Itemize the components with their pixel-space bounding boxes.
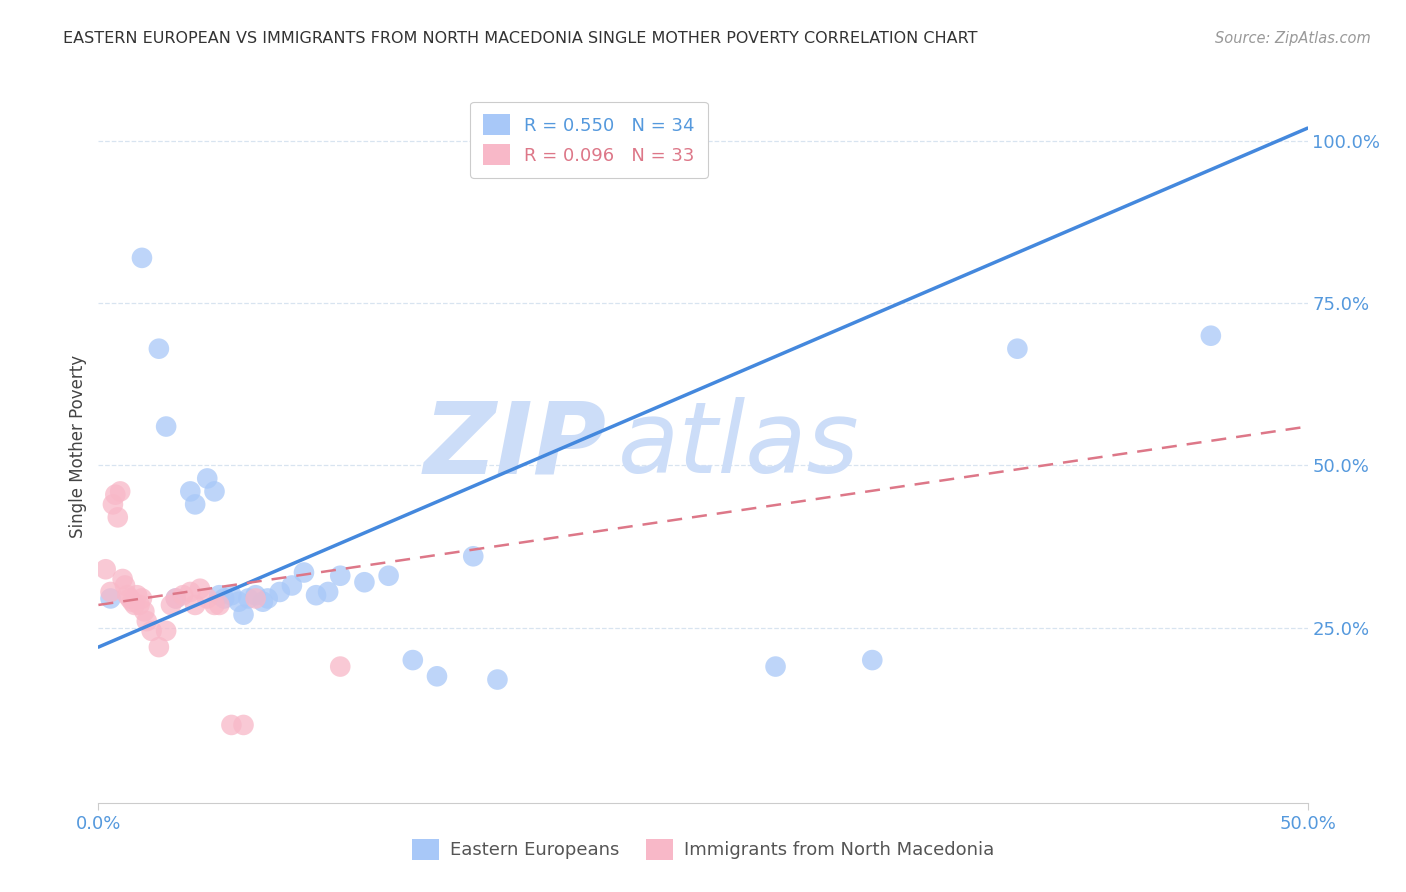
Point: [124, 598, 146, 612]
Point: [1199, 328, 1222, 343]
Point: [329, 659, 352, 673]
Point: [252, 595, 274, 609]
Point: [256, 591, 278, 606]
Point: [195, 471, 218, 485]
Point: [1007, 342, 1029, 356]
Text: Source: ZipAtlas.com: Source: ZipAtlas.com: [1215, 31, 1371, 46]
Point: [195, 591, 218, 606]
Point: [100, 591, 122, 606]
Point: [212, 591, 235, 606]
Point: [305, 588, 328, 602]
Text: atlas: atlas: [619, 398, 860, 494]
Point: [111, 572, 134, 586]
Point: [135, 614, 157, 628]
Point: [184, 598, 207, 612]
Point: [107, 510, 129, 524]
Point: [281, 578, 304, 592]
Point: [121, 595, 143, 609]
Point: [238, 591, 260, 606]
Point: [108, 484, 131, 499]
Point: [104, 488, 127, 502]
Point: [316, 585, 339, 599]
Legend: Eastern Europeans, Immigrants from North Macedonia: Eastern Europeans, Immigrants from North…: [405, 831, 1001, 867]
Point: [329, 568, 352, 582]
Point: [134, 604, 156, 618]
Point: [204, 484, 226, 499]
Point: [172, 588, 194, 602]
Point: [232, 607, 254, 622]
Point: [131, 591, 153, 606]
Point: [426, 669, 449, 683]
Point: [117, 588, 139, 602]
Point: [208, 598, 231, 612]
Point: [179, 585, 201, 599]
Point: [165, 591, 187, 606]
Point: [100, 585, 122, 599]
Point: [208, 588, 231, 602]
Point: [463, 549, 485, 564]
Point: [155, 624, 177, 638]
Point: [269, 585, 291, 599]
Point: [131, 251, 153, 265]
Point: [148, 342, 170, 356]
Point: [184, 497, 207, 511]
Point: [128, 598, 150, 612]
Point: [221, 718, 243, 732]
Text: EASTERN EUROPEAN VS IMMIGRANTS FROM NORTH MACEDONIA SINGLE MOTHER POVERTY CORREL: EASTERN EUROPEAN VS IMMIGRANTS FROM NORT…: [63, 31, 977, 46]
Point: [114, 578, 136, 592]
Point: [118, 591, 141, 606]
Point: [292, 566, 315, 580]
Point: [486, 673, 509, 687]
Point: [127, 588, 149, 602]
Point: [160, 598, 183, 612]
Point: [860, 653, 883, 667]
Point: [353, 575, 375, 590]
Point: [179, 484, 201, 499]
Point: [155, 419, 177, 434]
Point: [165, 591, 187, 606]
Point: [232, 718, 254, 732]
Point: [228, 595, 250, 609]
Text: ZIP: ZIP: [423, 398, 606, 494]
Point: [204, 598, 226, 612]
Point: [377, 568, 399, 582]
Point: [188, 582, 211, 596]
Point: [101, 497, 124, 511]
Point: [402, 653, 425, 667]
Point: [245, 588, 267, 602]
Point: [94, 562, 117, 576]
Point: [141, 624, 163, 638]
Y-axis label: Single Mother Poverty: Single Mother Poverty: [69, 354, 87, 538]
Legend: R = 0.550   N = 34, R = 0.096   N = 33: R = 0.550 N = 34, R = 0.096 N = 33: [470, 102, 707, 178]
Point: [221, 588, 243, 602]
Point: [765, 659, 787, 673]
Point: [148, 640, 170, 654]
Point: [245, 591, 267, 606]
